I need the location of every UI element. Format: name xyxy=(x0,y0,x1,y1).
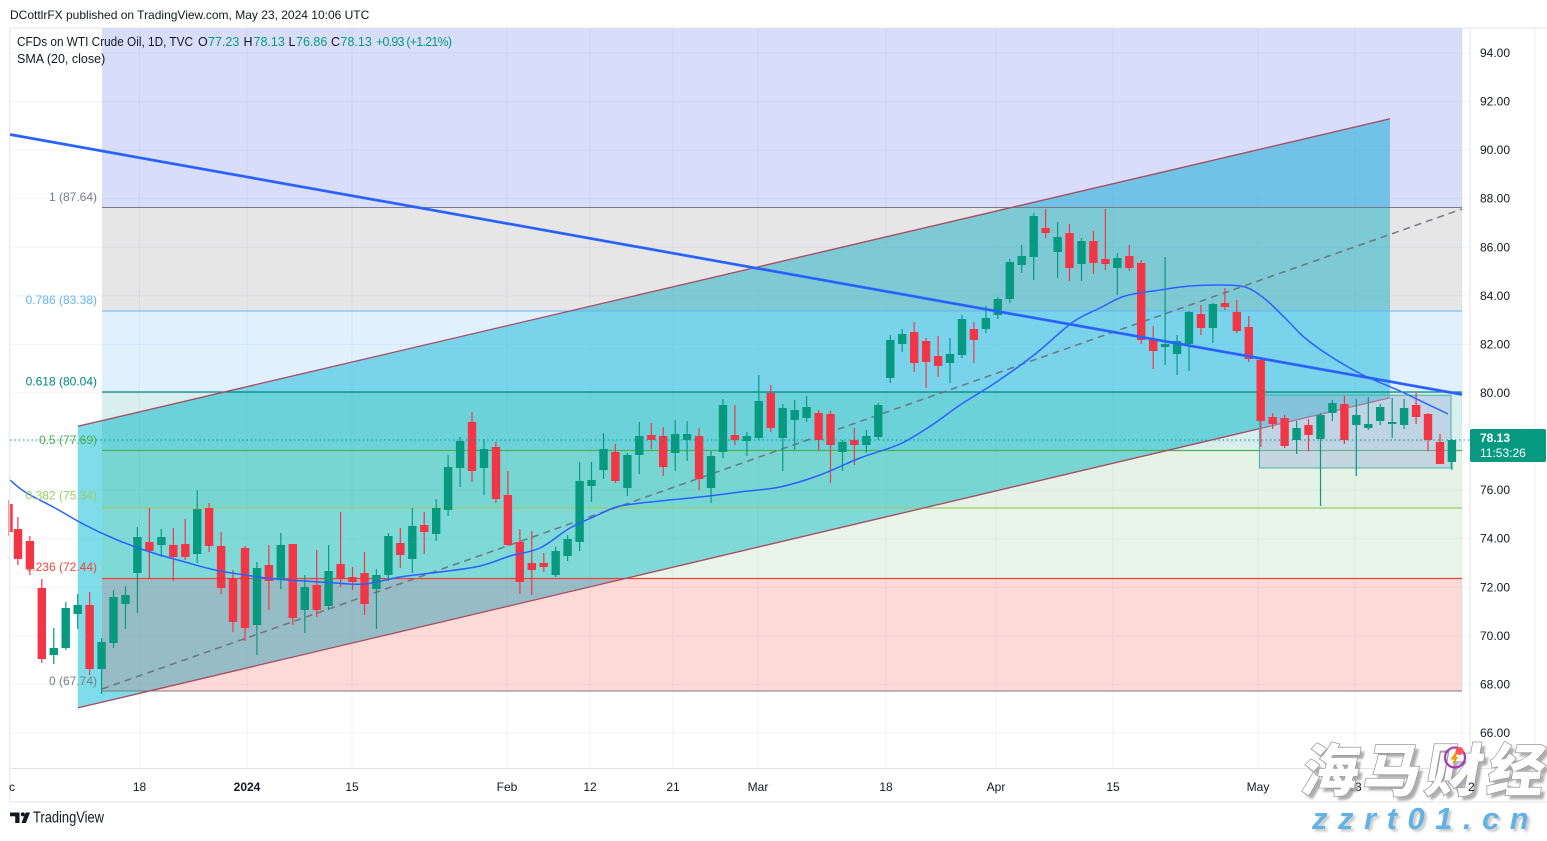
svg-text:SMA (20, close): SMA (20, close) xyxy=(17,52,105,66)
svg-text:O: O xyxy=(198,35,208,49)
svg-text:80.00: 80.00 xyxy=(1480,386,1510,400)
svg-text:18: 18 xyxy=(133,780,147,794)
svg-text:zzrt01.cn: zzrt01.cn xyxy=(1314,804,1542,837)
svg-text:84.00: 84.00 xyxy=(1480,289,1510,303)
svg-text:C: C xyxy=(331,35,340,49)
svg-text:68.00: 68.00 xyxy=(1480,677,1510,691)
svg-text:78.13: 78.13 xyxy=(254,35,285,49)
svg-text:78.13: 78.13 xyxy=(1480,431,1510,445)
svg-text:92.00: 92.00 xyxy=(1480,95,1510,109)
svg-text:0.5 (77.69): 0.5 (77.69) xyxy=(39,433,97,447)
svg-text:TradingView: TradingView xyxy=(33,810,105,827)
svg-text:77.23: 77.23 xyxy=(208,35,239,49)
svg-text:78.13: 78.13 xyxy=(341,35,372,49)
svg-text:88.00: 88.00 xyxy=(1480,192,1510,206)
svg-text:74.00: 74.00 xyxy=(1480,532,1510,546)
svg-text:94.00: 94.00 xyxy=(1480,46,1510,60)
svg-text:0.382 (75.34): 0.382 (75.34) xyxy=(26,489,97,503)
svg-text:1 (87.64): 1 (87.64) xyxy=(49,190,97,204)
svg-text:15: 15 xyxy=(1106,780,1120,794)
svg-text:0 (67.74): 0 (67.74) xyxy=(49,674,97,688)
svg-text:Mar: Mar xyxy=(748,780,769,794)
svg-text:CFDs on WTI Crude Oil, 1D, TVC: CFDs on WTI Crude Oil, 1D, TVC xyxy=(17,35,193,49)
svg-text:0.618 (80.04): 0.618 (80.04) xyxy=(26,375,97,389)
svg-text:2024: 2024 xyxy=(234,780,261,794)
svg-text:May: May xyxy=(1247,780,1270,794)
svg-text:11:53:26: 11:53:26 xyxy=(1480,446,1526,460)
svg-text:15: 15 xyxy=(345,780,359,794)
svg-text:18: 18 xyxy=(879,780,893,794)
svg-text:0.236 (72.44): 0.236 (72.44) xyxy=(26,560,97,574)
svg-text:90.00: 90.00 xyxy=(1480,143,1510,157)
svg-text:zzrt01.cn: zzrt01.cn xyxy=(1311,801,1539,836)
svg-text:86.00: 86.00 xyxy=(1480,240,1510,254)
svg-text:2: 2 xyxy=(1468,780,1475,794)
svg-text:66.00: 66.00 xyxy=(1480,726,1510,740)
svg-text:Apr: Apr xyxy=(987,780,1006,794)
svg-text:70.00: 70.00 xyxy=(1480,629,1510,643)
svg-text:+0.93 (+1.21%): +0.93 (+1.21%) xyxy=(376,35,452,49)
svg-text:0.786 (83.38): 0.786 (83.38) xyxy=(26,293,97,307)
svg-text:21: 21 xyxy=(666,780,680,794)
svg-text:76.00: 76.00 xyxy=(1480,483,1510,497)
svg-text:DCottlrFX published on Trading: DCottlrFX published on TradingView.com, … xyxy=(10,8,370,22)
svg-text:H: H xyxy=(244,35,253,49)
svg-text:72.00: 72.00 xyxy=(1480,580,1510,594)
svg-text:82.00: 82.00 xyxy=(1480,337,1510,351)
svg-text:Feb: Feb xyxy=(497,780,518,794)
svg-text:c: c xyxy=(9,780,15,794)
svg-text:L: L xyxy=(289,35,296,49)
svg-text:76.86: 76.86 xyxy=(296,35,327,49)
svg-text:12: 12 xyxy=(583,780,597,794)
